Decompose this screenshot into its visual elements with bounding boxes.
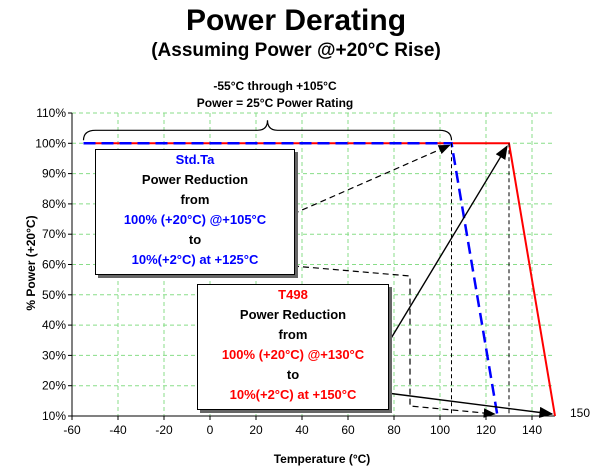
arrow-t498-end: [386, 392, 554, 418]
right-edge-label: 150: [570, 406, 591, 420]
y-tick-label: 10%: [42, 409, 66, 423]
arrow-std-start: [292, 144, 451, 215]
callout-t498-line4: 100% (+20°C) @+130°C: [221, 347, 365, 362]
y-tick-label: 30%: [42, 348, 66, 362]
x-tick-label: 20: [249, 423, 263, 437]
callout-std: Std.Ta Power Reduction from 100% (+20°C)…: [95, 149, 295, 275]
y-tick-label: 50%: [42, 288, 66, 302]
callout-t498-title: T498: [278, 287, 308, 302]
y-tick-label: 90%: [42, 167, 66, 181]
y-tick-label: 70%: [42, 227, 66, 241]
x-tick-label: -60: [63, 423, 81, 437]
callout-t498: T498 Power Reduction from 100% (+20°C) @…: [197, 284, 389, 410]
callout-t498-line2: Power Reduction: [239, 307, 347, 322]
x-tick-label: 120: [476, 423, 496, 437]
y-tick-label: 40%: [42, 318, 66, 332]
callout-std-title: Std.Ta: [175, 152, 215, 167]
callout-t498-line6: 10%(+2°C) at +150°C: [229, 387, 357, 402]
chart-subtitle: (Assuming Power @+20°C Rise): [151, 40, 441, 61]
x-tick-label: 60: [341, 423, 355, 437]
callout-std-line3: from: [180, 192, 210, 207]
callout-t498-line3: from: [278, 327, 308, 342]
callout-std-line6: 10%(+2°C) at +125°C: [131, 252, 259, 267]
callout-std-line2: Power Reduction: [141, 172, 249, 187]
y-tick-label: 20%: [42, 379, 66, 393]
callout-std-line4: 100% (+20°C) @+105°C: [123, 212, 267, 227]
x-tick-label: 80: [387, 423, 401, 437]
y-tick-label: 100%: [35, 136, 66, 150]
y-tick-label: 110%: [36, 106, 66, 120]
brace-note-line1: -55°C through +105°C: [213, 79, 337, 93]
x-tick-label: 0: [207, 423, 214, 437]
brace-note-line2: Power = 25°C Power Rating: [196, 96, 354, 110]
callout-t498-line5: to: [286, 367, 300, 382]
y-tick-label: 60%: [42, 258, 66, 272]
callout-std-line5: to: [188, 232, 202, 247]
x-tick-label: -20: [155, 423, 173, 437]
arrow-std-end: [292, 265, 496, 418]
y-axis-title: % Power (+20°C): [24, 215, 38, 311]
x-tick-label: 40: [295, 423, 309, 437]
x-tick-label: 100: [430, 423, 450, 437]
arrow-t498-start: [386, 145, 508, 346]
x-tick-label: 140: [522, 423, 542, 437]
x-tick-label: -40: [109, 423, 127, 437]
y-tick-label: 80%: [42, 197, 66, 211]
range-brace: [82, 120, 453, 141]
x-axis-title: Temperature (°C): [273, 452, 371, 466]
chart-title: Power Derating: [185, 4, 407, 37]
brace-note: -55°C through +105°C Power = 25°C Power …: [150, 78, 400, 112]
